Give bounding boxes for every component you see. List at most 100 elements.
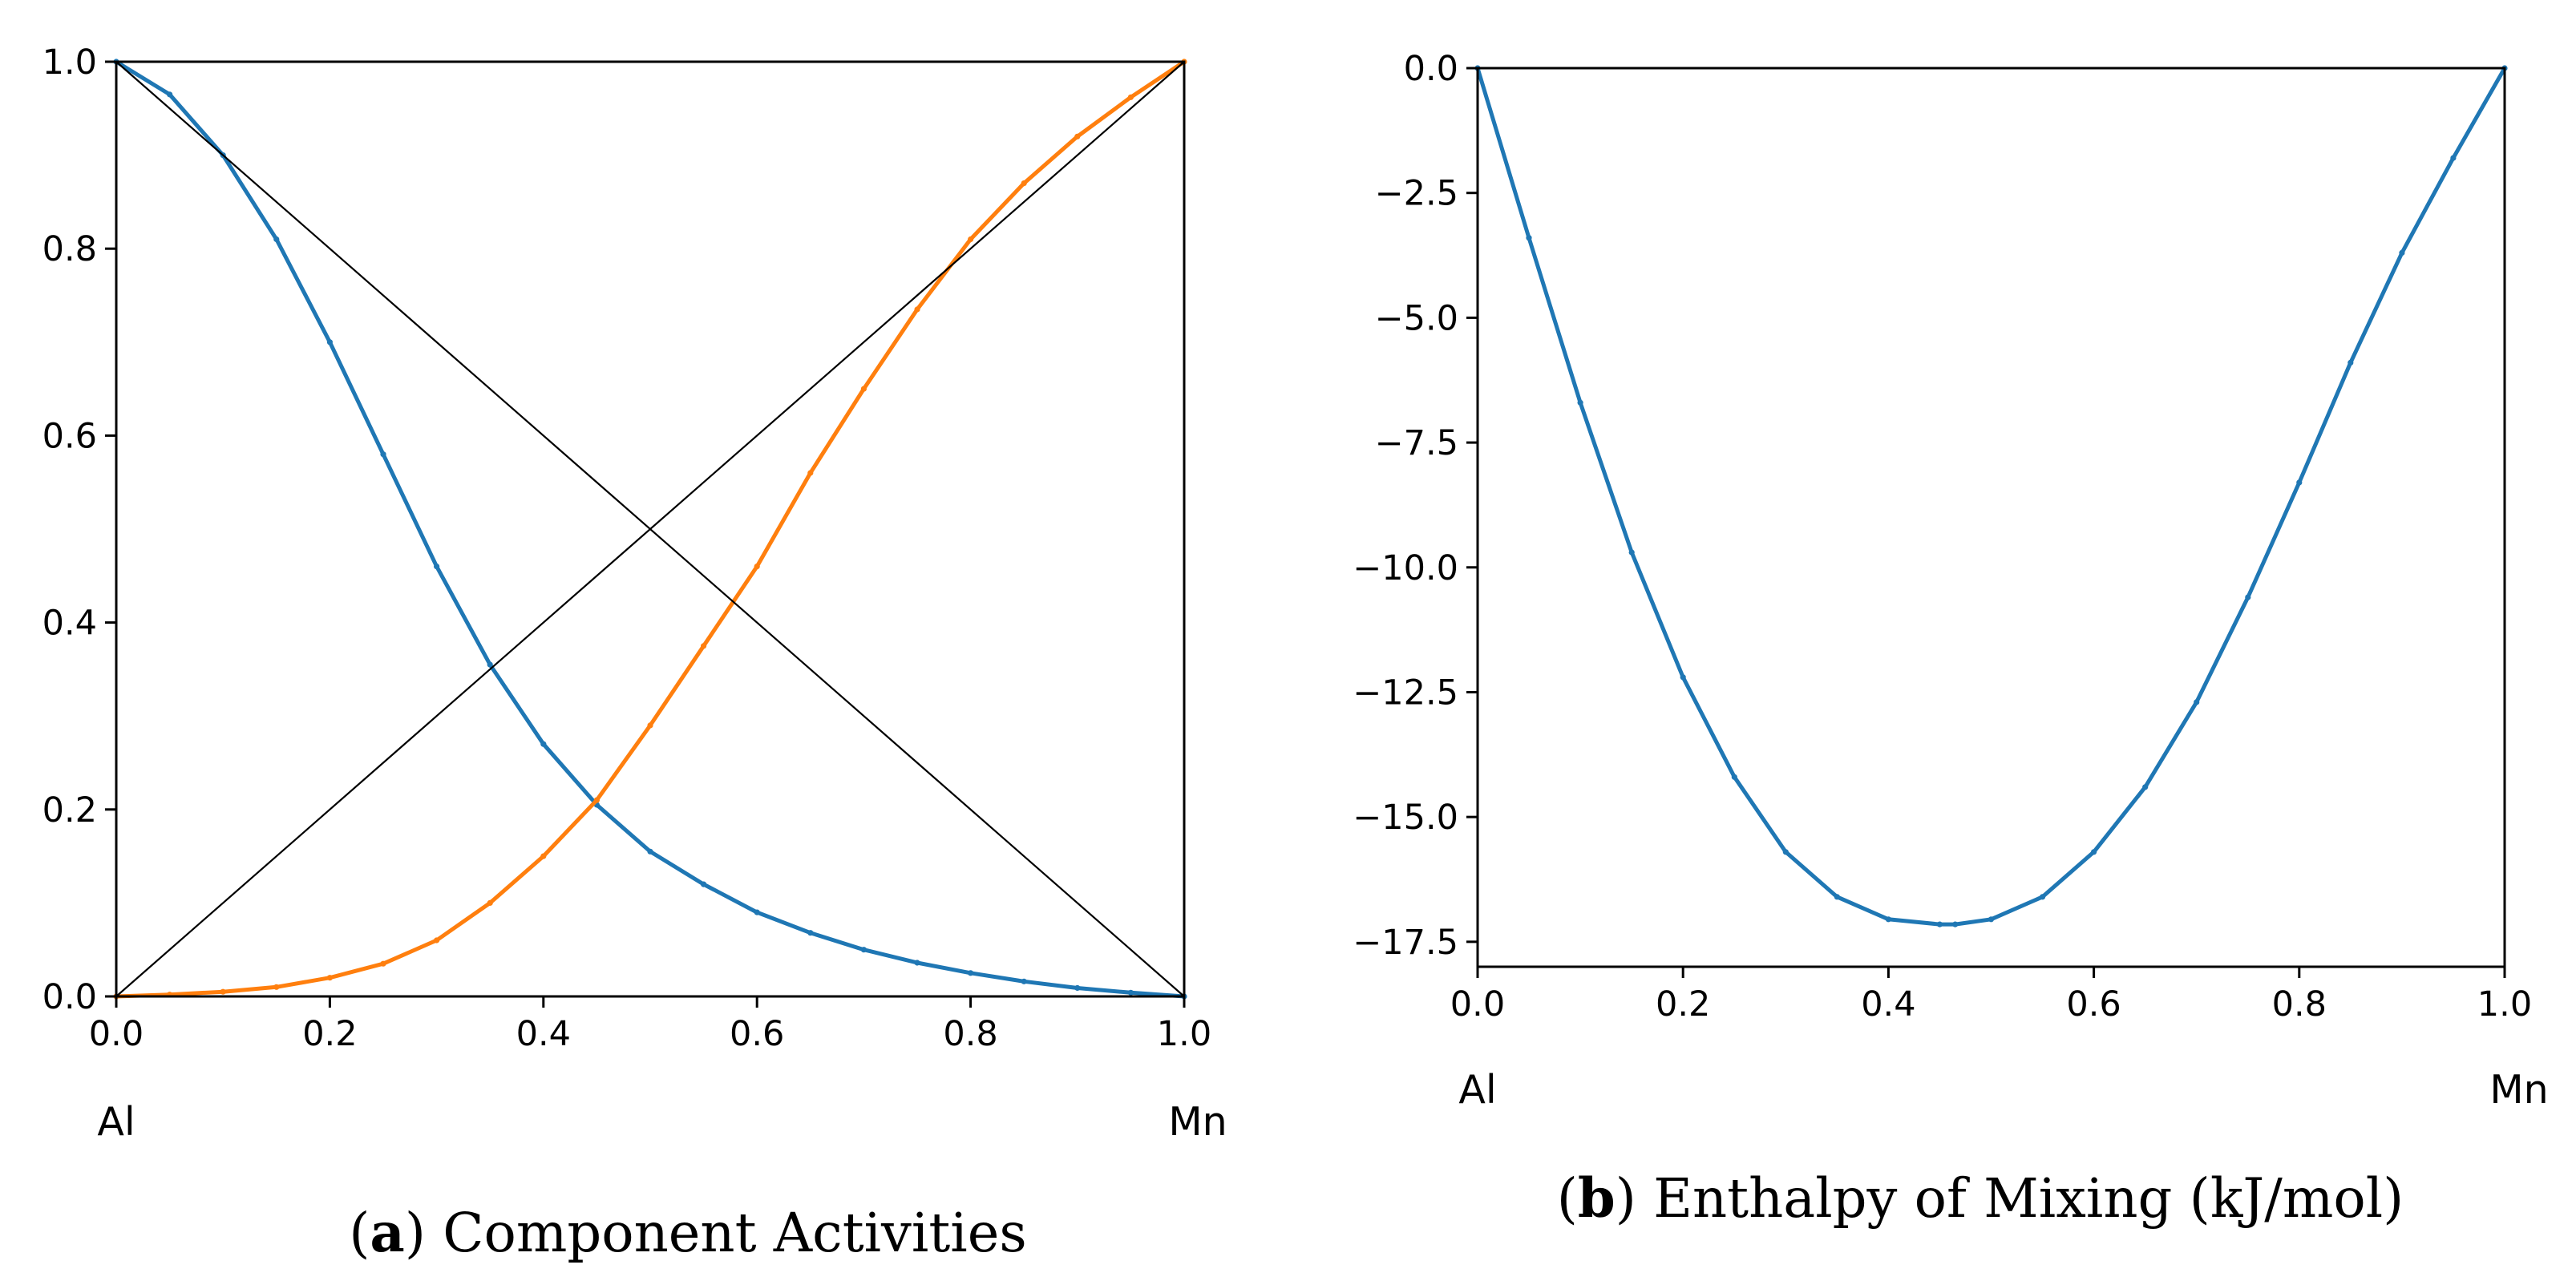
- panel-a-x-tick-label-2: 0.4: [516, 1014, 571, 1054]
- panel-b-y-tick-label-0: 0.0: [1404, 49, 1458, 89]
- panel-a-y-ticks: 0.0 0.2 0.4 0.6 0.8 1.0: [42, 42, 116, 1017]
- panel-a-x-tick-label-4: 0.8: [943, 1014, 997, 1054]
- panel-b-y-tick-label-3: −7.5: [1375, 423, 1458, 463]
- panel-a-y-tick-label-4: 0.8: [42, 229, 97, 269]
- panel-a-y-tick-label-0: 0.0: [42, 977, 97, 1017]
- panel-b-series-0-point-14: [2142, 784, 2149, 790]
- panel-a-series-0-point-5: [380, 451, 386, 458]
- panel-b-y-tick-label-7: −17.5: [1353, 923, 1458, 963]
- panel-a-series: [113, 59, 1187, 1000]
- panel-a-caption: (a) Component Activities: [349, 1201, 1026, 1264]
- panel-b-y-tick-label-1: −2.5: [1375, 174, 1458, 214]
- panel-a-series-0-point-3: [273, 236, 280, 243]
- panel-b-y-tick-label-6: −15.0: [1353, 798, 1458, 838]
- panel-b-caption-title: Enthalpy of Mixing (kJ/mol): [1653, 1167, 2404, 1230]
- panel-b-x-tick-label-0: 0.0: [1450, 984, 1505, 1024]
- panel-b-series-0-point-17: [2296, 479, 2303, 486]
- panel-a-series-0-point-13: [807, 930, 814, 936]
- panel-a-series-0-point-4: [326, 339, 333, 345]
- panel-b-caption-label: b: [1578, 1166, 1616, 1230]
- panel-a-y-tick-label-3: 0.6: [42, 416, 97, 456]
- panel-b-series-0-point-13: [2091, 849, 2097, 855]
- panel-a-series-1-point-17: [1021, 180, 1027, 187]
- panel-b-x-tick-label-5: 1.0: [2477, 984, 2532, 1024]
- panel-a-x-tick-label-3: 0.6: [730, 1014, 784, 1054]
- panel-a-series-1-point-8: [540, 853, 547, 859]
- panel-b-series-0-point-19: [2399, 249, 2405, 256]
- panel-b-x-ticks: 0.0 0.2 0.4 0.6 0.8 1.0: [1450, 967, 2532, 1024]
- panel-a-series-1-point-2: [220, 988, 226, 995]
- panel-a-series-1-point-19: [1127, 94, 1134, 100]
- panel-a-x-tick-label-1: 0.2: [302, 1014, 357, 1054]
- panel-a-series-0-point-12: [754, 909, 760, 915]
- panel-a-series-0-point-1: [167, 91, 173, 98]
- panel-a-y-tick-label-1: 0.2: [42, 790, 97, 830]
- panel-a-caption-label: a: [370, 1201, 404, 1264]
- panel-a-y-tick-label-2: 0.4: [42, 604, 97, 644]
- panel-b-series-0-point-18: [2348, 359, 2354, 366]
- panel-a-series-1-point-14: [860, 386, 867, 392]
- panel-a-x-end-label-right: Mn: [1168, 1099, 1227, 1145]
- panel-b-x-tick-label-2: 0.4: [1861, 984, 1915, 1024]
- panel-a-series-0-point-11: [701, 881, 707, 887]
- panel-a-y-tick-label-5: 1.0: [42, 42, 97, 83]
- panel-a-series-0-point-7: [487, 661, 493, 668]
- panel-a-x-tick-label-5: 1.0: [1157, 1014, 1211, 1054]
- panel-a-series-1-point-12: [754, 564, 760, 570]
- panel-b-y-tick-label-5: −12.5: [1353, 673, 1458, 713]
- panel-b-series-0-point-1: [1526, 235, 1532, 241]
- panel-a-series-0-point-6: [434, 564, 440, 570]
- panel-a-series-1-point-6: [434, 937, 440, 944]
- panel-a-series-0-point-8: [540, 741, 547, 747]
- panel-a-series-line-3: [115, 60, 1186, 998]
- panel-a-series-1-point-5: [380, 960, 386, 967]
- panel-b-series-0-point-20: [2450, 155, 2457, 161]
- panel-a-series-1-point-11: [701, 643, 707, 649]
- panel-b-plot-frame: [1476, 67, 2506, 968]
- panel-a-series-1-point-9: [593, 797, 601, 803]
- panel-a-x-tick-label-0: 0.0: [89, 1014, 144, 1054]
- panel-a-series-1-point-4: [326, 975, 333, 981]
- panel-a-series-0-point-18: [1074, 984, 1081, 992]
- panel-a-series-0-point-19: [1127, 989, 1134, 996]
- panel-a-component-activities: 0.0 0.2 0.4 0.6 0.8 1.0 0.0 0.2 0.4 0.6 0.8 1.0 Al…: [42, 42, 1227, 1264]
- panel-b-series-0-point-7: [1834, 894, 1840, 900]
- panel-a-series-1-point-10: [647, 722, 653, 729]
- panel-b-series-0-point-15: [2194, 699, 2200, 705]
- panel-b-y-tick-label-2: −5.0: [1375, 298, 1458, 338]
- panel-b-caption: (b) Enthalpy of Mixing (kJ/mol): [1557, 1166, 2404, 1230]
- panel-a-series-1-point-18: [1074, 133, 1081, 139]
- panel-a-series-0-point-17: [1021, 978, 1027, 984]
- panel-b-series-0-point-5: [1731, 774, 1737, 780]
- panel-b-series-0-point-16: [2245, 594, 2251, 600]
- panel-a-series-0-point-15: [914, 960, 920, 966]
- panel-a-series-1-point-3: [273, 984, 280, 990]
- panel-b-series-0-point-9: [1936, 921, 1943, 927]
- panel-a-series-0-point-10: [647, 848, 653, 855]
- panel-a-x-end-label-left: Al: [97, 1099, 135, 1145]
- panel-b-y-ticks: 0.0 −2.5 −5.0 −7.5 −10.0 −12.5 −15.0 −17.5: [1353, 49, 1478, 963]
- panel-b-series-line-0: [1475, 66, 2507, 927]
- panel-b-series-0-point-3: [1628, 549, 1635, 556]
- panel-a-series-0-point-16: [968, 970, 974, 976]
- panel-b-series-0-point-6: [1782, 849, 1789, 855]
- panel-b-series: [1474, 65, 2508, 927]
- panel-a-series-1-point-16: [968, 236, 974, 243]
- panel-a-series-1-point-7: [487, 899, 493, 906]
- panel-a-plot-frame: [115, 60, 1186, 998]
- panel-a-x-ticks: 0.0 0.2 0.4 0.6 0.8 1.0: [89, 996, 1211, 1054]
- panel-a-series-1-point-13: [807, 470, 814, 476]
- panel-b-series-0-point-8: [1885, 916, 1891, 923]
- panel-a-series-1-point-15: [914, 306, 920, 313]
- panel-b-series-0-point-4: [1680, 674, 1686, 681]
- panel-b-x-end-label-right: Mn: [2489, 1067, 2548, 1113]
- panel-b-x-end-label-left: Al: [1458, 1067, 1496, 1113]
- panel-b-series-0-point-10: [1952, 921, 1959, 927]
- panel-b-enthalpy-of-mixing: 0.0 0.2 0.4 0.6 0.8 1.0 0.0 −2.5 −5.0 −7.5 −10.0 −…: [1353, 49, 2548, 1230]
- panel-a-caption-title: Component Activities: [443, 1202, 1026, 1264]
- panel-b-x-tick-label-1: 0.2: [1656, 984, 1710, 1024]
- panel-b-x-tick-label-3: 0.6: [2066, 984, 2121, 1024]
- panel-b-series-0-point-12: [2040, 894, 2046, 900]
- panel-b-series-0-point-2: [1577, 399, 1583, 406]
